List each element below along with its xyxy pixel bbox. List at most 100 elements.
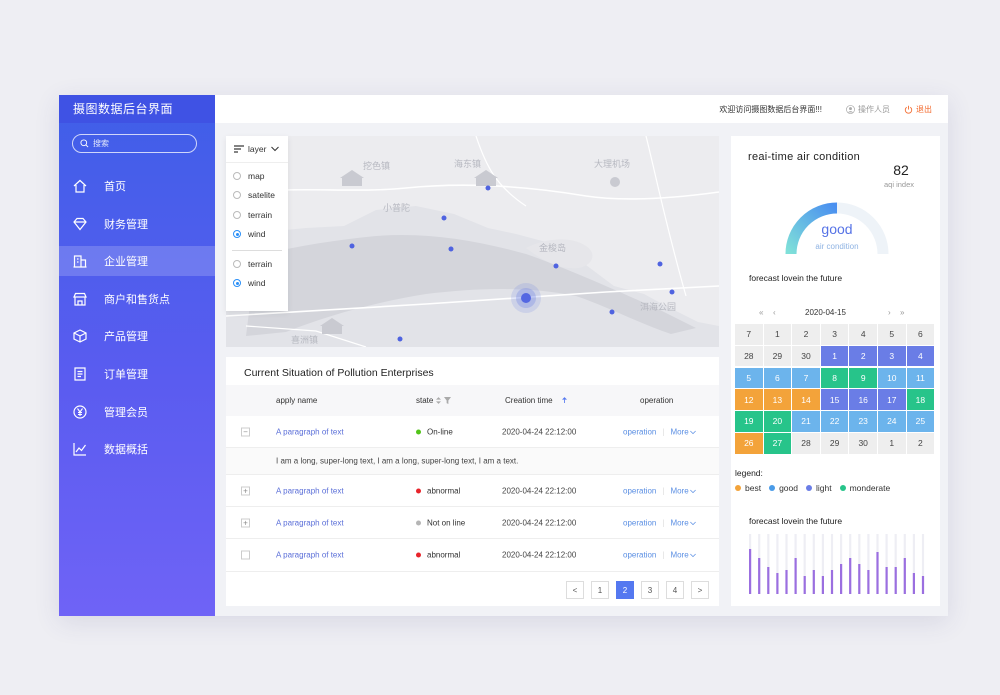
radio-button[interactable]: [233, 210, 241, 219]
calendar-day[interactable]: 3: [820, 324, 849, 345]
calendar-day[interactable]: 28: [792, 433, 820, 454]
calendar-day[interactable]: 25: [906, 411, 935, 432]
calendar-day[interactable]: 1: [878, 433, 906, 454]
radio-button[interactable]: [233, 191, 241, 200]
more-dropdown[interactable]: More: [670, 486, 696, 495]
calendar-day[interactable]: 10: [878, 367, 906, 389]
sidebar-item-7[interactable]: 数据概括: [59, 434, 215, 464]
calendar-day[interactable]: 28: [735, 345, 763, 367]
calendar-day[interactable]: 30: [792, 345, 820, 367]
calendar-day[interactable]: 26: [735, 433, 763, 454]
calendar-day[interactable]: 29: [763, 345, 792, 367]
apply-name-link[interactable]: A paragraph of text: [276, 518, 344, 527]
page-button[interactable]: 3: [641, 581, 659, 599]
calendar-day[interactable]: 2: [792, 324, 820, 345]
calendar-day[interactable]: 1: [820, 345, 849, 367]
operation-link[interactable]: operation: [623, 518, 657, 527]
sidebar-item-4[interactable]: 产品管理: [59, 321, 215, 351]
calendar-day[interactable]: 15: [820, 389, 849, 410]
sidebar-item-6[interactable]: 管理会员: [59, 397, 215, 427]
more-dropdown[interactable]: More: [670, 551, 696, 560]
radio-button[interactable]: [233, 171, 241, 180]
calendar-day[interactable]: 6: [906, 324, 935, 345]
calendar-day[interactable]: 13: [763, 389, 792, 410]
calendar-day[interactable]: 5: [878, 324, 906, 345]
search-input[interactable]: [93, 139, 193, 148]
expand-button[interactable]: +: [241, 486, 250, 495]
filter-icon[interactable]: [444, 397, 452, 404]
expand-button[interactable]: [241, 550, 250, 560]
collapse-button[interactable]: −: [241, 427, 250, 436]
calendar-day[interactable]: 12: [735, 389, 763, 410]
calendar-day[interactable]: 19: [735, 411, 763, 432]
calendar-day[interactable]: 22: [820, 411, 849, 432]
operation-link[interactable]: operation: [623, 550, 657, 560]
layer-option[interactable]: map: [226, 166, 288, 186]
prev-month-button[interactable]: ‹: [773, 308, 776, 317]
calendar-day[interactable]: 20: [763, 411, 792, 432]
sidebar-item-1[interactable]: 财务管理: [59, 209, 215, 239]
expand-button[interactable]: +: [241, 518, 250, 527]
layer-dropdown[interactable]: layer: [226, 136, 288, 163]
calendar-day[interactable]: 29: [820, 433, 849, 454]
calendar-day[interactable]: 7: [735, 324, 763, 345]
calendar-day[interactable]: 8: [820, 367, 849, 389]
radio-button[interactable]: [233, 279, 241, 288]
map-view[interactable]: 挖色镇 海东镇 大理机场 小普陀 金梭岛 洱海公园 喜洲镇: [226, 136, 719, 347]
more-dropdown[interactable]: More: [670, 427, 696, 436]
calendar-day[interactable]: 27: [763, 433, 792, 454]
sort-asc-icon[interactable]: [561, 397, 567, 404]
header-creation-time[interactable]: Creation time: [505, 396, 567, 405]
page-button[interactable]: 1: [591, 581, 609, 599]
calendar-day[interactable]: 3: [878, 345, 906, 367]
pulse-center[interactable]: [521, 293, 531, 303]
next-month-button[interactable]: ›: [888, 308, 891, 317]
calendar-day[interactable]: 6: [763, 367, 792, 389]
calendar-day[interactable]: 2: [906, 433, 935, 454]
sort-icon[interactable]: [436, 397, 442, 404]
calendar-day[interactable]: 17: [878, 389, 906, 410]
radio-button[interactable]: [233, 230, 241, 239]
sidebar-item-3[interactable]: 商户和售货点: [59, 284, 215, 314]
search-box[interactable]: [72, 134, 197, 153]
calendar-day[interactable]: 11: [906, 367, 935, 389]
calendar-day[interactable]: 23: [849, 411, 877, 432]
calendar-day[interactable]: 30: [849, 433, 877, 454]
calendar-day[interactable]: 9: [849, 367, 877, 389]
more-dropdown[interactable]: More: [670, 518, 696, 527]
calendar-day[interactable]: 18: [906, 389, 935, 410]
header-state[interactable]: state: [416, 396, 452, 405]
lake-map[interactable]: 挖色镇 海东镇 大理机场 小普陀 金梭岛 洱海公园 喜洲镇: [226, 136, 719, 347]
sidebar-item-2[interactable]: 企业管理: [59, 246, 215, 277]
layer-option[interactable]: wind: [226, 274, 288, 294]
sidebar-item-5[interactable]: 订单管理: [59, 359, 215, 389]
operation-link[interactable]: operation: [623, 486, 657, 495]
apply-name-link[interactable]: A paragraph of text: [276, 550, 344, 560]
next-page-button[interactable]: >: [691, 581, 709, 599]
calendar-day[interactable]: 5: [735, 367, 763, 389]
map-markers[interactable]: [349, 185, 675, 342]
page-button[interactable]: 2: [616, 581, 634, 599]
calendar-day[interactable]: 4: [906, 345, 935, 367]
calendar-day[interactable]: 4: [849, 324, 877, 345]
apply-name-link[interactable]: A paragraph of text: [276, 486, 344, 495]
radio-button[interactable]: [233, 259, 241, 268]
prev-year-button[interactable]: «: [759, 308, 764, 317]
layer-option[interactable]: wind: [226, 225, 288, 245]
layer-option[interactable]: satelite: [226, 186, 288, 206]
next-year-button[interactable]: »: [900, 308, 905, 317]
calendar-day[interactable]: 2: [849, 345, 877, 367]
apply-name-link[interactable]: A paragraph of text: [276, 427, 344, 436]
calendar-day[interactable]: 21: [792, 411, 820, 432]
user-info[interactable]: 操作人员: [846, 104, 890, 115]
operation-link[interactable]: operation: [623, 427, 657, 436]
calendar-day[interactable]: 7: [792, 367, 820, 389]
calendar-day[interactable]: 14: [792, 389, 820, 410]
layer-option[interactable]: terrain: [226, 205, 288, 225]
calendar-day[interactable]: 16: [849, 389, 877, 410]
page-button[interactable]: 4: [666, 581, 684, 599]
calendar-day[interactable]: 1: [763, 324, 792, 345]
calendar-day[interactable]: 24: [878, 411, 906, 432]
logout-button[interactable]: 退出: [904, 104, 932, 115]
sidebar-item-0[interactable]: 首页: [59, 171, 215, 201]
